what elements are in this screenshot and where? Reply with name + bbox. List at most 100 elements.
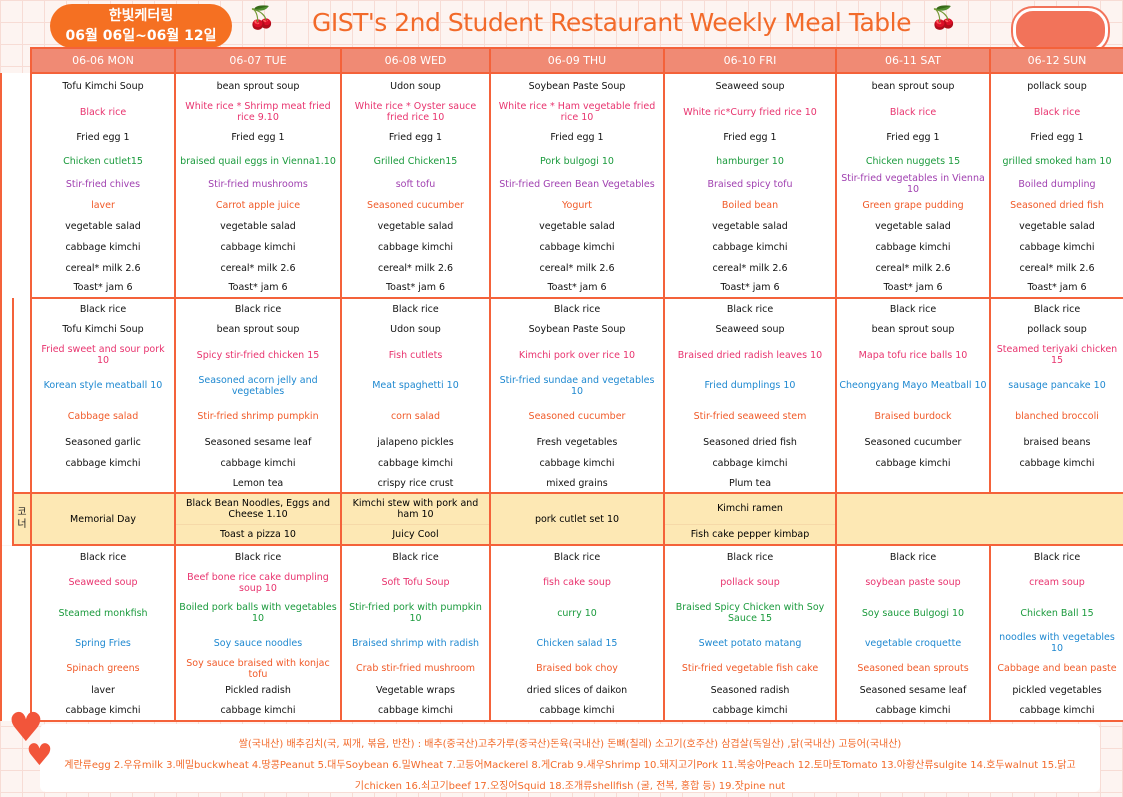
- dinner-row: laver Pickled radish Vegetable wraps dried …: [1, 680, 1123, 701]
- menu-item: Fried sweet and sour pork 10: [30, 340, 176, 370]
- day-header-row: 06-06 MON 06-07 TUE 06-08 WED 06-09 THU 06-1…: [1, 47, 1123, 74]
- corner-item: Kimchi ramen: [663, 492, 837, 525]
- dinner-row: Spinach greens Soy sauce braised with kon…: [1, 657, 1123, 680]
- allergen-info: 계란류egg 2.우유milk 3.메밀buckwheat 4.땅콩Peanut…: [64, 760, 1076, 792]
- menu-item: Mapa tofu rice balls 10: [835, 340, 991, 370]
- cherry-icon: 🍒: [930, 6, 958, 31]
- menu-item: vegetable salad: [340, 216, 491, 237]
- menu-item: Seasoned bean sprouts: [835, 657, 991, 680]
- menu-item: fish cake soup: [489, 568, 665, 597]
- menu-item: Black rice: [340, 297, 491, 319]
- menu-item: White rice * Shrimp meat fried rice 9.10: [174, 99, 342, 125]
- menu-item: Chicken cutlet15: [30, 150, 176, 173]
- menu-item: cabbage kimchi: [174, 701, 342, 722]
- menu-item: [30, 474, 176, 493]
- breakfast-row: breakfast Tofu Kimchi Soup bean sprout sou…: [0, 72, 1123, 298]
- day-header: 06-09 THU: [489, 47, 665, 74]
- origin-info: 쌀(국내산) 배추김치(국, 찌개, 볶음, 반찬) : 배추(중국산)고추가루…: [238, 739, 902, 750]
- menu-item: Toast* jam 6: [989, 278, 1123, 299]
- breakfast-row: cabbage kimchi cabbage kimchi cabbage kimc…: [1, 237, 1123, 258]
- menu-item: Fried egg 1: [30, 125, 176, 150]
- menu-item: crispy rice crust: [340, 474, 491, 493]
- menu-item: Black rice: [340, 544, 491, 568]
- menu-item: blanched broccoli: [989, 401, 1123, 432]
- menu-item: cabbage kimchi: [663, 701, 837, 722]
- menu-item: Fried egg 1: [340, 125, 491, 150]
- menu-item: noodles with vegetables 10: [989, 629, 1123, 657]
- menu-item: Green grape pudding: [835, 195, 991, 216]
- dinner-row: Dinner Black rice Black rice Black rice Blac…: [0, 544, 1123, 721]
- breakfast-row: Chicken cutlet15 braised quail eggs in Vi…: [1, 150, 1123, 173]
- menu-item: Plum tea: [663, 474, 837, 493]
- menu-item: Black rice: [30, 544, 176, 568]
- menu-item: Korean style meatball 10: [30, 370, 176, 401]
- menu-item: Cabbage salad: [30, 401, 176, 432]
- lunch-row: Lemon tea crispy rice crust mixed grains Pl…: [1, 474, 1123, 493]
- menu-item: pollack soup: [989, 319, 1123, 340]
- corner-item: Black Bean Noodles, Eggs and Cheese 1.10: [174, 492, 342, 525]
- lunch-label: Lunch: [0, 298, 14, 545]
- menu-item: [835, 474, 991, 493]
- breakfast-row: cereal* milk 2.6 cereal* milk 2.6 cereal* …: [1, 258, 1123, 278]
- menu-item: Vegetable wraps: [340, 680, 491, 701]
- menu-item: Kimchi pork over rice 10: [489, 340, 665, 370]
- menu-item: Seaweed soup: [30, 568, 176, 597]
- menu-item: Spicy stir-fried chicken 15: [174, 340, 342, 370]
- menu-item: Steamed monkfish: [30, 597, 176, 629]
- cherry-icon: 🍒: [248, 6, 276, 31]
- corner-item: pork cutlet set 10: [489, 492, 665, 546]
- menu-item: bean sprout soup: [174, 319, 342, 340]
- menu-item: Fried egg 1: [489, 125, 665, 150]
- menu-item: Sweet potato matang: [663, 629, 837, 657]
- menu-item: cereal* milk 2.6: [835, 258, 991, 278]
- lunch-row: Tofu Kimchi Soup bean sprout soup Udon sou…: [1, 319, 1123, 340]
- lunch-row: Fried sweet and sour pork 10 Spicy stir-f…: [1, 340, 1123, 370]
- dinner-label: Dinner: [0, 545, 32, 721]
- corner-item: Fish cake pepper kimbap: [663, 524, 837, 546]
- menu-item: Spinach greens: [30, 657, 176, 680]
- menu-item: Black rice: [489, 544, 665, 568]
- menu-item: Seasoned sesame leaf: [174, 432, 342, 453]
- menu-item: cabbage kimchi: [174, 453, 342, 474]
- menu-item: Soy sauce braised with konjac tofu: [174, 657, 342, 680]
- menu-item: vegetable croquette: [835, 629, 991, 657]
- menu-item: Black rice: [663, 297, 837, 319]
- breakfast-row: Stir-fried chives Stir-fried mushrooms sof…: [1, 173, 1123, 195]
- menu-item: Black rice: [489, 297, 665, 319]
- menu-item: Black rice: [30, 297, 176, 319]
- menu-item: Cheongyang Mayo Meatball 10: [835, 370, 991, 401]
- menu-item: cabbage kimchi: [835, 237, 991, 258]
- menu-item: Braised bok choy: [489, 657, 665, 680]
- lunch-row: Cabbage salad Stir-fried shrimp pumpkin co…: [1, 401, 1123, 432]
- menu-item: White ric*Curry fried rice 10: [663, 99, 837, 125]
- menu-item: pickled vegetables: [989, 680, 1123, 701]
- menu-item: Meat spaghetti 10: [340, 370, 491, 401]
- date-range: 06월 06일~06월 12일: [65, 28, 217, 44]
- meal-table: 06-06 MON 06-07 TUE 06-08 WED 06-09 THU 06-1…: [0, 47, 1123, 722]
- menu-item: Yogurt: [489, 195, 665, 216]
- menu-item: Soft Tofu Soup: [340, 568, 491, 597]
- caterer-name: 한빛케터링: [108, 8, 174, 24]
- menu-item: Lemon tea: [174, 474, 342, 493]
- menu-item: cabbage kimchi: [989, 453, 1123, 474]
- menu-item: vegetable salad: [30, 216, 176, 237]
- menu-item: laver: [30, 195, 176, 216]
- heart-icon: ♥: [8, 705, 44, 751]
- lunch-row: cabbage kimchi cabbage kimchi cabbage kimc…: [1, 453, 1123, 474]
- wave-decoration: [1013, 8, 1108, 52]
- menu-item: cereal* milk 2.6: [340, 258, 491, 278]
- menu-item: cabbage kimchi: [663, 237, 837, 258]
- menu-item: vegetable salad: [174, 216, 342, 237]
- menu-item: cereal* milk 2.6: [174, 258, 342, 278]
- menu-item: Carrot apple juice: [174, 195, 342, 216]
- menu-item: Steamed teriyaki chicken 15: [989, 340, 1123, 370]
- menu-item: grilled smoked ham 10: [989, 150, 1123, 173]
- menu-item: Black rice: [989, 99, 1123, 125]
- menu-item: Braised dried radish leaves 10: [663, 340, 837, 370]
- menu-item: Cabbage and bean paste: [989, 657, 1123, 680]
- corner-item: Memorial Day: [30, 492, 176, 546]
- dinner-row: cabbage kimchi cabbage kimchi cabbage kimc…: [1, 701, 1123, 722]
- menu-item: cabbage kimchi: [340, 237, 491, 258]
- menu-item: Seasoned cucumber: [835, 432, 991, 453]
- menu-item: Chicken Ball 15: [989, 597, 1123, 629]
